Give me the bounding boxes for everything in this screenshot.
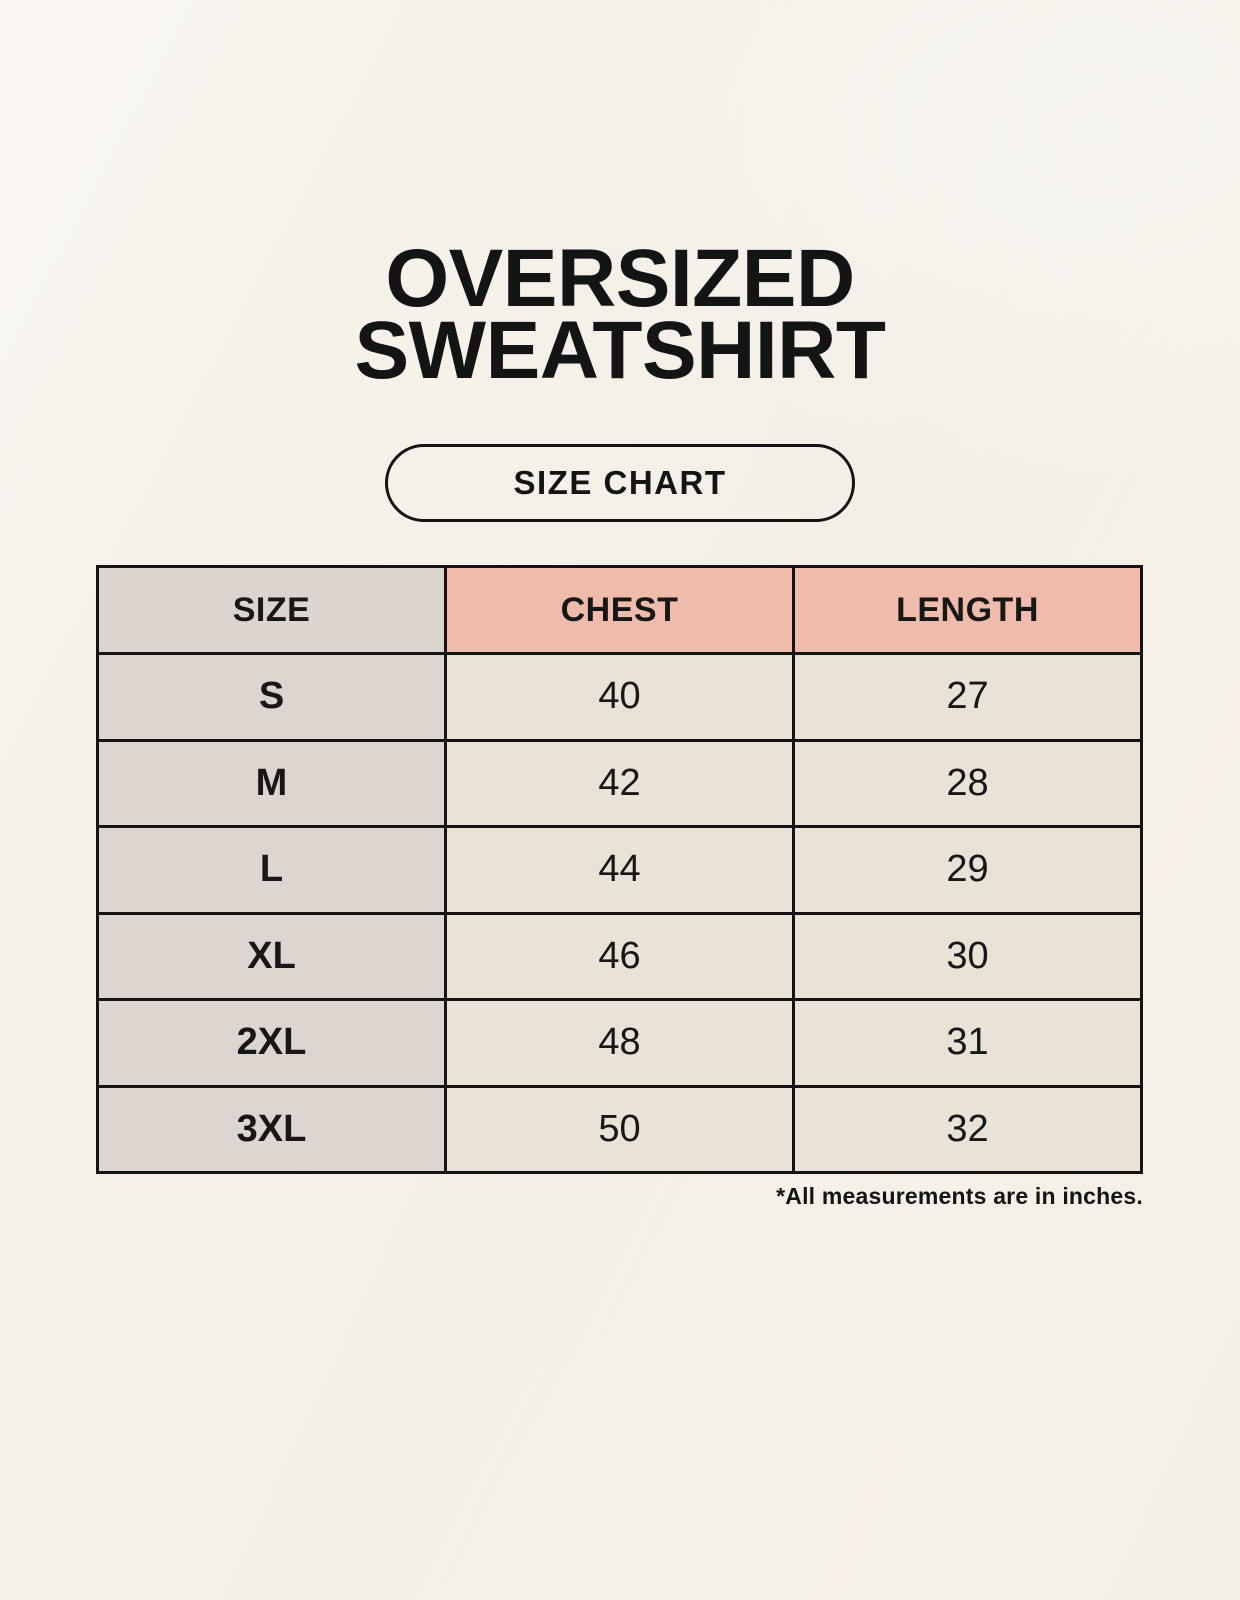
length-cell: 28: [792, 738, 1143, 828]
size-cell: M: [96, 738, 447, 828]
chest-cell: 46: [444, 911, 795, 1001]
length-cell: 29: [792, 825, 1143, 915]
size-chart-badge-label: SIZE CHART: [513, 464, 727, 501]
table-row: XL 46 30: [96, 911, 1143, 1001]
table-row: 3XL 50 32: [96, 1084, 1143, 1174]
size-cell: XL: [96, 911, 447, 1001]
chest-cell: 40: [444, 652, 795, 742]
size-cell: L: [96, 825, 447, 915]
size-cell: 2XL: [96, 998, 447, 1088]
page-title-line1: OVERSIZED: [385, 233, 855, 324]
page-title: OVERSIZED SWEATSHIRT: [0, 238, 1240, 392]
length-cell: 31: [792, 998, 1143, 1088]
page-title-line2: SWEATSHIRT: [354, 305, 886, 396]
table-row: 2XL 48 31: [96, 998, 1143, 1088]
table-header-row: SIZE CHEST LENGTH: [96, 565, 1143, 655]
size-cell: S: [96, 652, 447, 742]
chest-cell: 50: [444, 1084, 795, 1174]
column-header-chest: CHEST: [444, 565, 795, 655]
length-cell: 27: [792, 652, 1143, 742]
chest-cell: 44: [444, 825, 795, 915]
size-cell: 3XL: [96, 1084, 447, 1174]
chest-cell: 42: [444, 738, 795, 828]
column-header-length: LENGTH: [792, 565, 1143, 655]
column-header-size: SIZE: [96, 565, 447, 655]
table-row: S 40 27: [96, 652, 1143, 742]
table-row: L 44 29: [96, 825, 1143, 915]
length-cell: 30: [792, 911, 1143, 1001]
table-row: M 42 28: [96, 738, 1143, 828]
size-chart-badge[interactable]: SIZE CHART: [385, 444, 855, 522]
measurements-footnote: *All measurements are in inches.: [776, 1183, 1143, 1209]
size-table: SIZE CHEST LENGTH S 40 27 M 42 28 L 44 2…: [96, 565, 1143, 1174]
length-cell: 32: [792, 1084, 1143, 1174]
chest-cell: 48: [444, 998, 795, 1088]
